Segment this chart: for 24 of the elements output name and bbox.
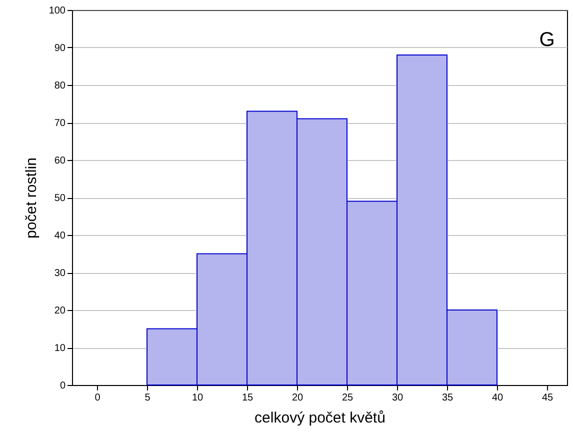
x-tick-label: 45 — [542, 392, 554, 404]
x-tick-label: 20 — [292, 392, 304, 404]
y-tick-label: 90 — [54, 43, 66, 54]
y-tick-label: 100 — [48, 6, 66, 16]
y-tick-label: 10 — [54, 343, 66, 354]
y-tick-label: 50 — [54, 193, 66, 204]
annotation: G — [539, 29, 555, 51]
x-tick-label: 0 — [94, 392, 101, 404]
y-tick-label: 70 — [54, 118, 66, 129]
x-tick-label: 40 — [492, 392, 504, 404]
x-tick-label: 5 — [144, 392, 151, 404]
y-tick-label: 0 — [60, 380, 66, 392]
x-axis-title: celkový počet květů — [254, 410, 386, 426]
x-tick-label: 35 — [442, 392, 454, 404]
y-tick-label: 30 — [54, 268, 66, 279]
x-tick-label: 15 — [242, 392, 254, 404]
x-tick-label: 10 — [192, 392, 204, 404]
y-tick-label: 80 — [54, 80, 66, 92]
x-tick-label: 25 — [342, 392, 354, 404]
y-tick-label: 40 — [54, 230, 66, 242]
y-axis-title: počet rostlin — [22, 158, 40, 238]
y-tick-label: 20 — [54, 306, 66, 316]
x-tick-label: 30 — [392, 392, 404, 404]
y-tick-label: 60 — [54, 156, 66, 166]
